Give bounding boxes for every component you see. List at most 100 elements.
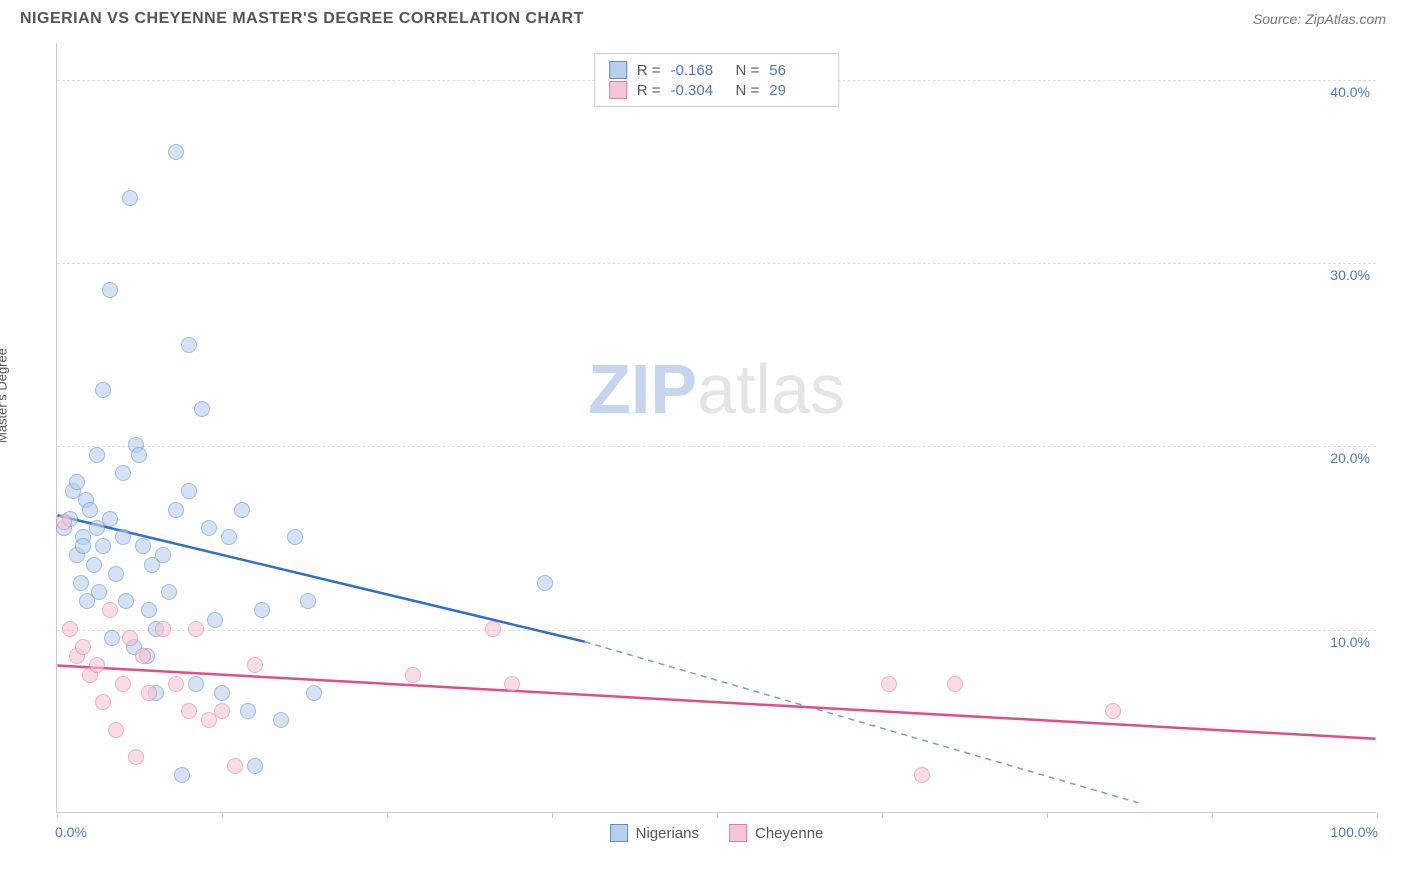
scatter-point	[188, 621, 204, 637]
legend-label: Cheyenne	[755, 825, 823, 842]
scatter-point	[102, 602, 118, 618]
scatter-point	[300, 593, 316, 609]
scatter-point	[504, 676, 520, 692]
scatter-point	[881, 676, 897, 692]
scatter-point	[155, 621, 171, 637]
scatter-point	[115, 529, 131, 545]
watermark-zip: ZIP	[588, 350, 697, 428]
scatter-point	[174, 767, 190, 783]
x-tick	[1047, 812, 1048, 818]
scatter-point	[62, 621, 78, 637]
scatter-point	[181, 337, 197, 353]
y-tick-label: 20.0%	[1330, 450, 1370, 466]
scatter-point	[118, 593, 134, 609]
scatter-point	[188, 676, 204, 692]
scatter-point	[273, 712, 289, 728]
scatter-point	[214, 685, 230, 701]
scatter-point	[194, 401, 210, 417]
r-label: R =	[637, 62, 661, 79]
n-value: 29	[769, 82, 824, 99]
r-value: -0.168	[671, 62, 726, 79]
y-tick-label: 10.0%	[1330, 634, 1370, 650]
n-label: N =	[736, 82, 760, 99]
scatter-point	[131, 447, 147, 463]
x-axis-min-label: 0.0%	[55, 824, 87, 840]
scatter-point	[128, 749, 144, 765]
stats-box: R = -0.168 N = 56 R = -0.304 N = 29	[594, 53, 840, 107]
y-tick-label: 40.0%	[1330, 84, 1370, 100]
scatter-point	[122, 630, 138, 646]
gridline	[57, 630, 1376, 631]
scatter-point	[947, 676, 963, 692]
scatter-point	[141, 685, 157, 701]
y-tick-label: 30.0%	[1330, 267, 1370, 283]
scatter-point	[115, 465, 131, 481]
scatter-point	[95, 694, 111, 710]
scatter-point	[122, 190, 138, 206]
scatter-point	[102, 282, 118, 298]
scatter-point	[95, 382, 111, 398]
scatter-point	[135, 538, 151, 554]
n-label: N =	[736, 62, 760, 79]
scatter-point	[115, 676, 131, 692]
plot-area: ZIPatlas 10.0% 20.0% 30.0% 40.0% R = -0.168…	[56, 43, 1376, 813]
scatter-point	[240, 703, 256, 719]
legend-label: Nigerians	[636, 825, 699, 842]
legend-item: Nigerians	[610, 824, 699, 842]
scatter-point	[287, 529, 303, 545]
scatter-point	[181, 703, 197, 719]
scatter-point	[73, 575, 89, 591]
chart-legend: Nigerians Cheyenne	[610, 824, 824, 842]
scatter-point	[227, 758, 243, 774]
scatter-point	[161, 584, 177, 600]
gridline	[57, 263, 1376, 264]
chart-source: Source: ZipAtlas.com	[1253, 11, 1386, 27]
x-tick	[1377, 812, 1378, 818]
scatter-point	[108, 722, 124, 738]
scatter-point	[89, 447, 105, 463]
series-swatch	[609, 61, 627, 79]
scatter-point	[89, 657, 105, 673]
x-tick	[552, 812, 553, 818]
watermark: ZIPatlas	[588, 349, 845, 429]
chart-container: Master's Degree ZIPatlas 10.0%20.0%30.0%…	[10, 33, 1396, 853]
scatter-point	[91, 584, 107, 600]
x-tick	[717, 812, 718, 818]
scatter-point	[221, 529, 237, 545]
watermark-atlas: atlas	[697, 350, 845, 428]
series-swatch	[609, 81, 627, 99]
x-tick	[387, 812, 388, 818]
r-label: R =	[637, 82, 661, 99]
x-tick	[1212, 812, 1213, 818]
scatter-point	[168, 144, 184, 160]
scatter-point	[168, 676, 184, 692]
gridline	[57, 446, 1376, 447]
scatter-point	[306, 685, 322, 701]
scatter-point	[181, 483, 197, 499]
trend-lines	[57, 43, 1376, 812]
x-tick	[222, 812, 223, 818]
legend-swatch	[729, 824, 747, 842]
scatter-point	[207, 612, 223, 628]
n-value: 56	[769, 62, 824, 79]
x-tick	[57, 812, 58, 818]
scatter-point	[201, 520, 217, 536]
scatter-point	[141, 602, 157, 618]
scatter-point	[108, 566, 124, 582]
scatter-point	[86, 557, 102, 573]
legend-swatch	[610, 824, 628, 842]
scatter-point	[95, 538, 111, 554]
scatter-point	[254, 602, 270, 618]
scatter-point	[485, 621, 501, 637]
scatter-point	[56, 514, 72, 530]
y-axis-label: Master's Degree	[0, 348, 10, 443]
scatter-point	[234, 502, 250, 518]
scatter-point	[69, 474, 85, 490]
scatter-point	[102, 511, 118, 527]
scatter-point	[104, 630, 120, 646]
scatter-point	[914, 767, 930, 783]
stats-row: R = -0.168 N = 56	[609, 60, 825, 80]
scatter-point	[537, 575, 553, 591]
legend-item: Cheyenne	[729, 824, 823, 842]
scatter-point	[82, 502, 98, 518]
